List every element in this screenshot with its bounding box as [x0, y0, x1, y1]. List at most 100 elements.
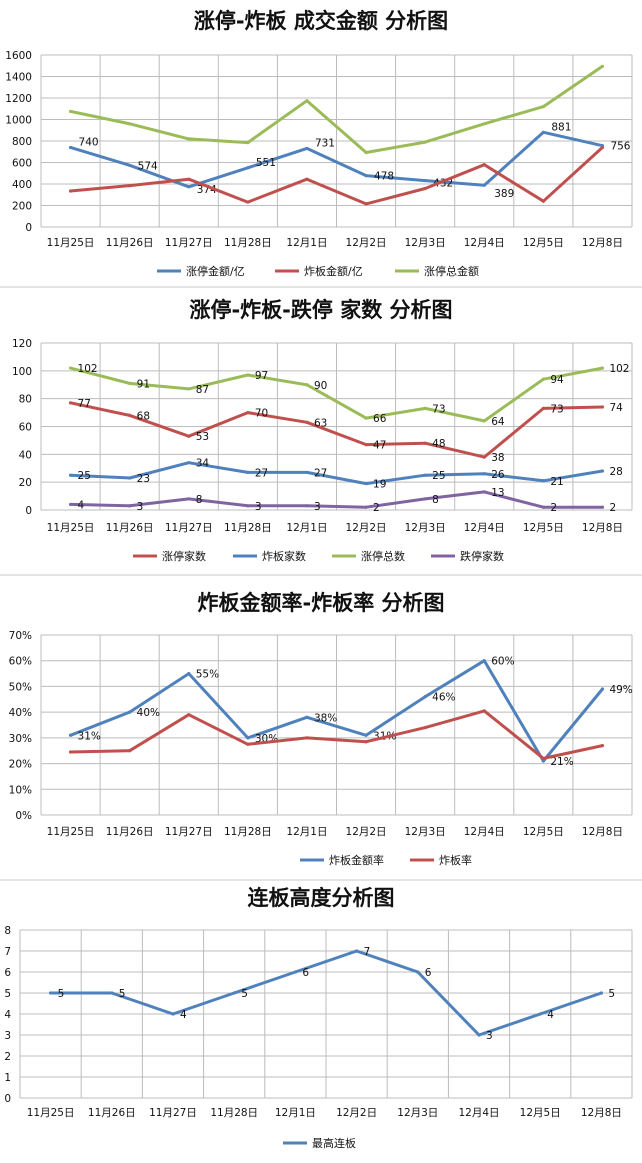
chart-0-series-2-line	[70, 65, 604, 154]
chart-1-series-0-data-label: 68	[137, 410, 150, 422]
chart-1-series-3-data-label: 2	[609, 502, 616, 514]
chart-1-series-2-point	[364, 416, 368, 420]
chart-2-series-1-point	[187, 713, 191, 717]
chart-0-series-1-point	[128, 184, 132, 188]
chart-0-series-0-data-label: 551	[256, 157, 276, 169]
chart-1-series-3-data-label: 3	[314, 501, 321, 513]
chart-0-series-2-point	[187, 137, 191, 141]
chart-1-series-2-data-label: 64	[491, 416, 505, 428]
chart-1-series-3-point	[600, 505, 605, 509]
chart-0-series-0-point	[128, 163, 132, 167]
chart-2-series-0-point	[541, 759, 545, 763]
chart-3-series-0-data-label: 3	[486, 1030, 493, 1042]
chart-2-series-1-point	[600, 743, 605, 748]
chart-2-series-1-line	[70, 709, 603, 760]
chart-1-series-2-point	[423, 406, 427, 411]
chart-3-series-0-point	[110, 991, 114, 995]
chart-0-ytick: 1000	[5, 115, 32, 127]
chart-2-series-0-point	[246, 736, 250, 740]
chart-1-series-0-point	[482, 455, 486, 459]
chart-1-legend-label: 涨停总数	[361, 549, 405, 563]
chart-3-xtick: 11月26日	[88, 1107, 136, 1119]
chart-1-series-2-data-label: 87	[196, 384, 209, 396]
chart-0-series-2-point	[68, 109, 73, 114]
chart-3-series-0-point	[599, 991, 604, 995]
chart-3-ytick: 2	[4, 1051, 11, 1063]
chart-1-series-0-point	[364, 442, 368, 447]
chart-2-series-0-data-label: 40%	[137, 707, 160, 719]
chart-2-series-0-data-label: 46%	[432, 692, 455, 704]
chart-0-series-2-point	[600, 64, 605, 68]
chart-3-ytick: 1	[4, 1072, 11, 1084]
chart-1-series-2-line	[70, 366, 603, 423]
chart-2-series-0-data-label: 38%	[314, 712, 337, 724]
chart-1-series-0-data-label: 77	[78, 398, 91, 410]
chart-2-series-1-point	[305, 736, 309, 740]
chart-1-series-1-data-label: 34	[196, 458, 210, 470]
chart-3-series-0-point	[232, 991, 236, 995]
chart-0-series-2-point	[482, 122, 486, 126]
chart-1-series-3-data-label: 2	[550, 502, 557, 514]
chart-3-series-0-data-label: 6	[425, 967, 432, 979]
chart-1-series-3-point	[423, 497, 427, 501]
chart-1-series-3-point	[541, 505, 545, 509]
chart-2-ytick: 0%	[15, 810, 32, 822]
chart-1-ytick: 0	[25, 505, 32, 517]
chart-3-series-0-data-label: 6	[302, 967, 309, 979]
chart-1-series-0-point	[68, 401, 73, 405]
chart-1-series-1-line	[70, 461, 603, 486]
chart-1-series-0-data-label: 63	[314, 417, 327, 429]
chart-2-series-1-point	[541, 756, 545, 761]
chart-1-series-3-line	[70, 490, 603, 509]
chart-1-series-2-data-label: 73	[432, 403, 445, 415]
chart-2-series-0-point	[364, 733, 368, 737]
chart-3-xtick: 12月2日	[336, 1107, 377, 1119]
chart-1-series-1-point	[482, 472, 486, 476]
chart-1-xtick: 12月4日	[464, 522, 505, 534]
chart-1-series-3-point	[187, 497, 191, 501]
chart-3-ytick: 4	[4, 1009, 11, 1021]
chart-0-xtick: 12月4日	[464, 237, 505, 249]
chart-1-xtick: 11月28日	[224, 522, 272, 534]
chart-3-ytick: 6	[4, 967, 11, 979]
chart-0-series-0-point	[364, 174, 368, 178]
chart-1-series-1-data-label: 23	[137, 473, 150, 485]
chart-1-series-1-point	[600, 469, 605, 473]
chart-0-series-1-point	[68, 189, 73, 193]
chart-1-series-1-data-label: 27	[314, 467, 327, 479]
chart-1-series-2-point	[246, 373, 250, 377]
chart-1-series-1-data-label: 25	[432, 470, 445, 482]
chart-2-xtick: 12月8日	[582, 826, 623, 838]
chart-0-xtick: 11月27日	[165, 237, 213, 249]
chart-0-xtick: 12月2日	[346, 237, 387, 249]
chart-0-series-2-point	[541, 105, 545, 109]
chart-3-series-0-point	[49, 991, 53, 995]
chart-0-series-0-point	[305, 146, 309, 151]
chart-0-xtick: 12月8日	[582, 237, 623, 249]
chart-1-ytick: 100	[12, 366, 32, 378]
chart-1-xtick: 12月3日	[405, 522, 446, 534]
chart-2-series-0-line	[69, 659, 604, 763]
chart-2-xtick: 11月27日	[165, 826, 213, 838]
chart-0-series-1-point	[482, 163, 486, 167]
chart-1-legend-label: 涨停家数	[162, 549, 206, 563]
chart-2-ytick: 10%	[9, 784, 32, 796]
chart-3-series-0-data-label: 5	[58, 988, 65, 1000]
chart-1-series-1-point	[128, 476, 132, 480]
chart-1-series-1-point	[423, 473, 427, 477]
chart-0-ytick: 600	[12, 158, 32, 170]
chart-2-xtick: 12月1日	[286, 826, 327, 838]
chart-0-series-1-point	[423, 186, 427, 191]
chart-1-series-2-point	[305, 383, 309, 387]
chart-3-series-0-data-label: 5	[608, 988, 615, 1000]
chart-1-ytick: 120	[12, 338, 32, 350]
chart-0-ytick: 1600	[5, 50, 32, 62]
chart-3-series-0-point	[477, 1033, 481, 1037]
chart-1-series-0-point	[600, 405, 605, 409]
chart-3-series-0-point	[538, 1012, 542, 1016]
chart-1-xtick: 12月5日	[523, 522, 564, 534]
chart-2-xtick: 11月26日	[106, 826, 154, 838]
chart-2-series-0-point	[600, 687, 605, 691]
chart-3-series-0-point	[293, 970, 297, 974]
chart-1-series-0-point	[187, 434, 191, 438]
